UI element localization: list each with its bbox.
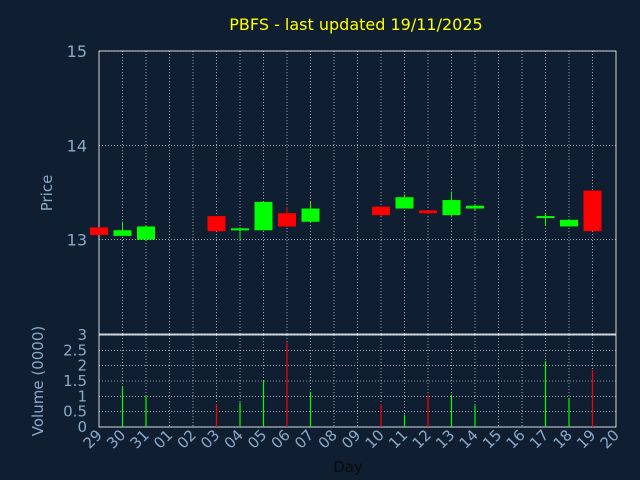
candle-body-11 (395, 197, 414, 209)
candle-body-06 (278, 213, 296, 227)
candle-body-07 (301, 208, 320, 222)
candle-body-10 (372, 206, 390, 216)
candle-body-12 (419, 210, 437, 214)
volume-tick-label: 3 (77, 326, 87, 344)
price-axis-label: Price (38, 175, 56, 212)
volume-tick-label: 2 (77, 357, 87, 375)
candle-body-19 (583, 190, 602, 232)
candle-body-30 (113, 230, 132, 236)
candle-body-17 (536, 216, 555, 219)
price-tick-label: 15 (67, 42, 87, 61)
candle-body-14 (466, 205, 484, 209)
volume-tick-label: 2.5 (63, 341, 87, 359)
volume-tick-label: 0.5 (63, 403, 87, 421)
x-axis-label: Day (333, 458, 363, 476)
volume-tick-label: 1.5 (63, 372, 87, 390)
candle-body-04 (231, 228, 249, 231)
candle-body-18 (560, 219, 578, 227)
candle-body-13 (442, 200, 461, 216)
candle-body-05 (254, 201, 273, 231)
chart-title: PBFS - last updated 19/11/2025 (229, 15, 482, 34)
volume-plot-frame (98, 334, 617, 428)
candle-body-29 (90, 227, 108, 235)
price-panel: 13 14 15 (67, 42, 617, 335)
price-tick-label: 13 (67, 231, 87, 250)
price-plot-frame (98, 50, 617, 335)
volume-axis-label: Volume (0000) (29, 326, 47, 436)
candle-body-31 (137, 226, 155, 240)
volume-tick-label: 1 (77, 387, 87, 405)
volume-tick-label: 0 (77, 418, 87, 436)
candle-body-03 (207, 216, 226, 232)
price-tick-label: 14 (67, 136, 87, 155)
